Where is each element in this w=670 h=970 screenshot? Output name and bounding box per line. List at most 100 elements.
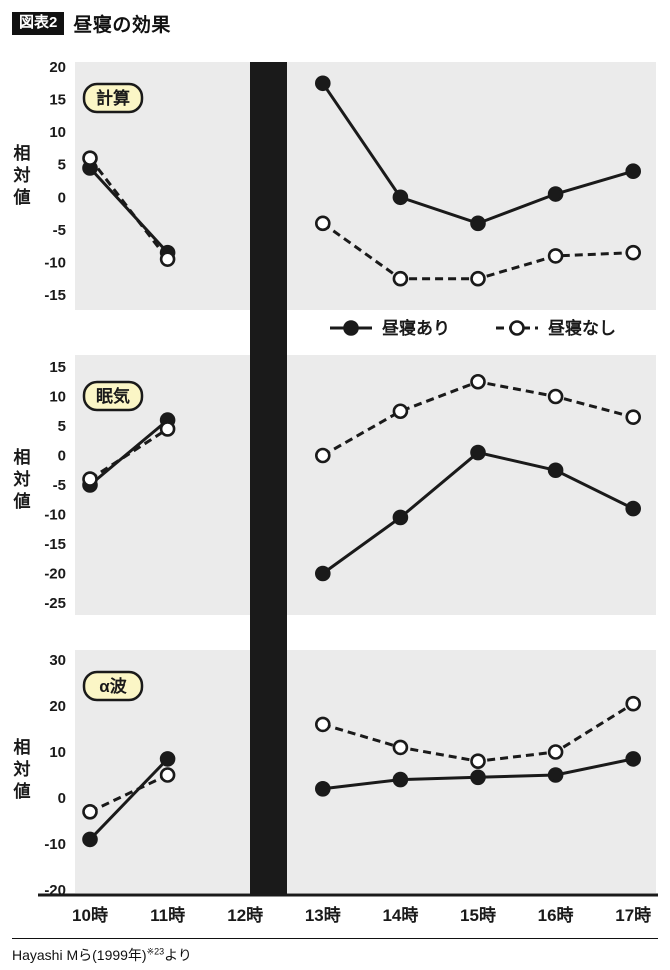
source-reference-mark: ※23 — [146, 946, 165, 957]
data-point-filled — [314, 565, 331, 582]
series-line-dashed — [89, 773, 169, 814]
figure-title: 昼寝の効果 — [73, 15, 171, 36]
y-tick-label: -20 — [44, 566, 66, 583]
legend-label: 昼寝なし — [548, 318, 616, 338]
data-point-open — [392, 270, 409, 287]
data-point-open — [547, 744, 564, 760]
nap-period-bar — [250, 62, 287, 895]
panel-badge — [82, 380, 144, 412]
x-tick-label: 12時 — [227, 905, 263, 925]
series-line-solid — [88, 757, 169, 841]
panel-badge-label: α波 — [99, 676, 127, 696]
data-point-open — [547, 388, 564, 405]
y-tick-label: -25 — [44, 595, 66, 612]
y-tick-label: 5 — [58, 157, 66, 174]
data-point-filled — [82, 831, 98, 848]
y-tick-label: 5 — [58, 418, 66, 435]
y-tick-label: -15 — [44, 536, 66, 553]
data-point-filled — [470, 444, 486, 461]
data-point-open — [314, 215, 331, 232]
x-tick-label: 16時 — [538, 905, 574, 925]
plot-area — [75, 355, 656, 615]
y-tick-label: -15 — [44, 287, 66, 304]
y-tick-label: 15 — [49, 359, 66, 376]
data-point-open — [314, 447, 331, 464]
panel-2: 15 10 5 0 -5 -10 -15 -20 -25 相対値 眠気 — [13, 355, 656, 615]
legend-label: 昼寝あり — [382, 318, 450, 338]
y-tick-label: -10 — [44, 836, 66, 853]
panel-1: 20 15 10 5 0 -5 -10 -15 相対値 計算 — [13, 59, 656, 310]
panel-badge-label: 眠気 — [96, 386, 130, 406]
series-line-solid — [88, 166, 169, 254]
data-point-filled — [470, 769, 486, 786]
panel-badge-label: 計算 — [96, 88, 130, 108]
y-axis-title: 相対値 — [13, 737, 31, 801]
y-tick-label: 0 — [58, 790, 66, 807]
chart-canvas: 20 15 10 5 0 -5 -10 -15 相対値 計算 15 10 5 0 -5 -10 -15 -20 -2… — [13, 59, 658, 925]
data-point-open — [625, 409, 642, 425]
series-line-dashed — [89, 427, 169, 481]
data-point-open — [314, 716, 331, 733]
data-point-open — [82, 803, 98, 820]
legend-item-1: 昼寝あり — [330, 318, 450, 338]
data-point-open — [470, 753, 486, 770]
legend-marker-filled — [343, 320, 359, 336]
plot-area — [75, 62, 656, 310]
source-note: Hayashi Mら(1999年)※23より — [12, 938, 658, 965]
data-point-filled — [392, 771, 409, 788]
data-point-open — [392, 403, 409, 420]
data-point-open — [470, 270, 486, 287]
y-tick-label: 10 — [49, 124, 66, 141]
y-tick-label: 10 — [49, 389, 66, 406]
y-tick-label: -5 — [53, 477, 66, 494]
y-tick-label: -5 — [53, 222, 66, 239]
data-point-open — [392, 739, 409, 756]
source-text: Hayashi Mら(1999年) — [12, 947, 147, 963]
data-point-open — [159, 421, 176, 437]
data-point-open — [159, 767, 176, 783]
series-line-dashed — [88, 157, 169, 261]
y-tick-label: 30 — [49, 652, 66, 669]
y-tick-label: 0 — [58, 189, 66, 206]
figure-number-badge: 図表2 — [12, 12, 65, 35]
data-point-filled — [547, 186, 564, 202]
data-point-open — [159, 251, 176, 267]
data-point-filled — [547, 462, 564, 479]
x-tick-label: 13時 — [305, 905, 341, 925]
data-point-filled — [625, 163, 642, 180]
x-tick-label: 15時 — [460, 905, 496, 925]
legend-item-2: 昼寝なし — [496, 318, 616, 338]
panel-badge — [82, 82, 144, 114]
data-point-filled — [392, 509, 409, 526]
data-point-open — [470, 373, 486, 390]
x-tick-label: 14時 — [382, 905, 418, 925]
y-tick-label: 0 — [58, 448, 66, 465]
figure-header: 図表2 昼寝の効果 — [12, 10, 171, 37]
panel-badge — [82, 670, 144, 702]
data-point-open — [82, 150, 98, 166]
y-tick-label: -10 — [44, 507, 66, 524]
y-tick-label: 10 — [49, 744, 66, 761]
y-tick-label: 15 — [49, 92, 66, 109]
y-tick-label: 20 — [49, 698, 66, 715]
data-point-filled — [314, 75, 331, 92]
data-point-filled — [625, 751, 642, 767]
data-point-open — [547, 248, 564, 264]
y-axis-title: 相対値 — [13, 447, 31, 511]
legend-marker-open — [509, 320, 525, 336]
data-point-filled — [625, 500, 642, 517]
data-point-filled — [314, 780, 331, 797]
data-point-filled — [159, 751, 176, 767]
y-tick-label: 20 — [49, 59, 66, 76]
data-point-filled — [547, 767, 564, 783]
source-suffix: より — [164, 947, 192, 963]
x-tick-label: 17時 — [615, 905, 651, 925]
y-tick-label: -10 — [44, 254, 66, 271]
data-point-open — [82, 471, 98, 487]
data-point-filled — [392, 189, 409, 206]
y-axis-title: 相対値 — [13, 143, 31, 207]
x-tick-label: 11時 — [150, 905, 185, 925]
data-point-open — [625, 695, 642, 712]
